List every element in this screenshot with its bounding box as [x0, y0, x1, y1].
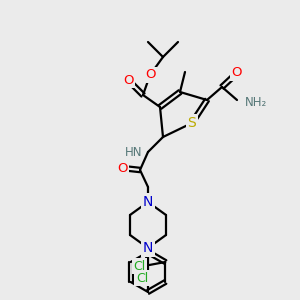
Text: NH₂: NH₂ [245, 95, 267, 109]
Text: N: N [143, 195, 153, 209]
Text: Cl: Cl [136, 272, 148, 284]
Text: O: O [232, 67, 242, 80]
Text: N: N [143, 241, 153, 255]
Text: O: O [123, 74, 133, 86]
Text: O: O [117, 161, 127, 175]
Text: HN: HN [124, 146, 142, 158]
Text: O: O [145, 68, 155, 82]
Text: Cl: Cl [133, 260, 145, 272]
Text: S: S [188, 116, 196, 130]
